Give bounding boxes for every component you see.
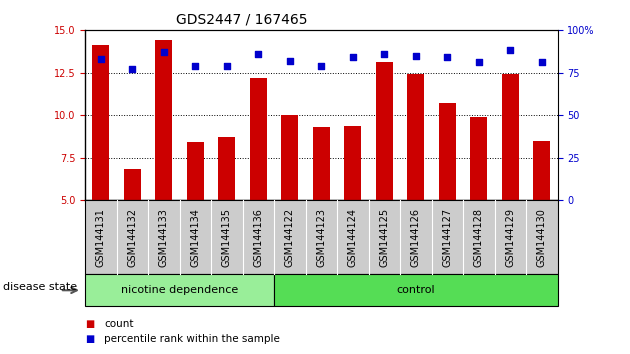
Text: count: count [104, 319, 134, 329]
Point [285, 58, 295, 63]
Bar [249, 78, 267, 200]
Text: percentile rank within the sample: percentile rank within the sample [104, 334, 280, 344]
Text: GSM144127: GSM144127 [442, 207, 452, 267]
Text: GSM144135: GSM144135 [222, 208, 232, 267]
Text: nicotine dependence: nicotine dependence [121, 285, 238, 295]
Text: ■: ■ [85, 319, 94, 329]
Bar [123, 170, 141, 200]
Bar [501, 74, 519, 200]
Bar [281, 115, 299, 200]
Text: GSM144129: GSM144129 [505, 208, 515, 267]
Point [253, 51, 263, 57]
Bar [186, 142, 204, 200]
Bar [218, 137, 236, 200]
Point [190, 63, 200, 69]
Text: GDS2447 / 167465: GDS2447 / 167465 [176, 12, 308, 27]
Bar [407, 74, 425, 200]
Point [442, 55, 452, 60]
Point [316, 63, 326, 69]
Point [505, 48, 515, 53]
Point [159, 49, 169, 55]
Point [379, 51, 389, 57]
Text: GSM144134: GSM144134 [190, 208, 200, 267]
Text: GSM144125: GSM144125 [379, 207, 389, 267]
Text: GSM144128: GSM144128 [474, 208, 484, 267]
Point [96, 56, 106, 62]
Text: GSM144131: GSM144131 [96, 208, 106, 267]
Text: GSM144130: GSM144130 [537, 208, 547, 267]
Bar [438, 103, 456, 200]
Point [537, 59, 547, 65]
Text: GSM144136: GSM144136 [253, 208, 263, 267]
Text: GSM144124: GSM144124 [348, 208, 358, 267]
Text: GSM144122: GSM144122 [285, 207, 295, 267]
Bar [533, 141, 551, 200]
Bar [92, 45, 110, 200]
Point [474, 59, 484, 65]
Text: control: control [396, 285, 435, 295]
Text: GSM144133: GSM144133 [159, 208, 169, 267]
Bar [312, 127, 330, 200]
Text: GSM144126: GSM144126 [411, 208, 421, 267]
Bar [344, 126, 362, 200]
Point [348, 55, 358, 60]
Text: GSM144123: GSM144123 [316, 208, 326, 267]
Point [222, 63, 232, 69]
Point [411, 53, 421, 58]
Text: ■: ■ [85, 334, 94, 344]
Text: disease state: disease state [3, 282, 77, 292]
Bar [470, 117, 488, 200]
Text: GSM144132: GSM144132 [127, 208, 137, 267]
Point [127, 66, 137, 72]
Bar [155, 40, 173, 200]
Bar [375, 62, 393, 200]
